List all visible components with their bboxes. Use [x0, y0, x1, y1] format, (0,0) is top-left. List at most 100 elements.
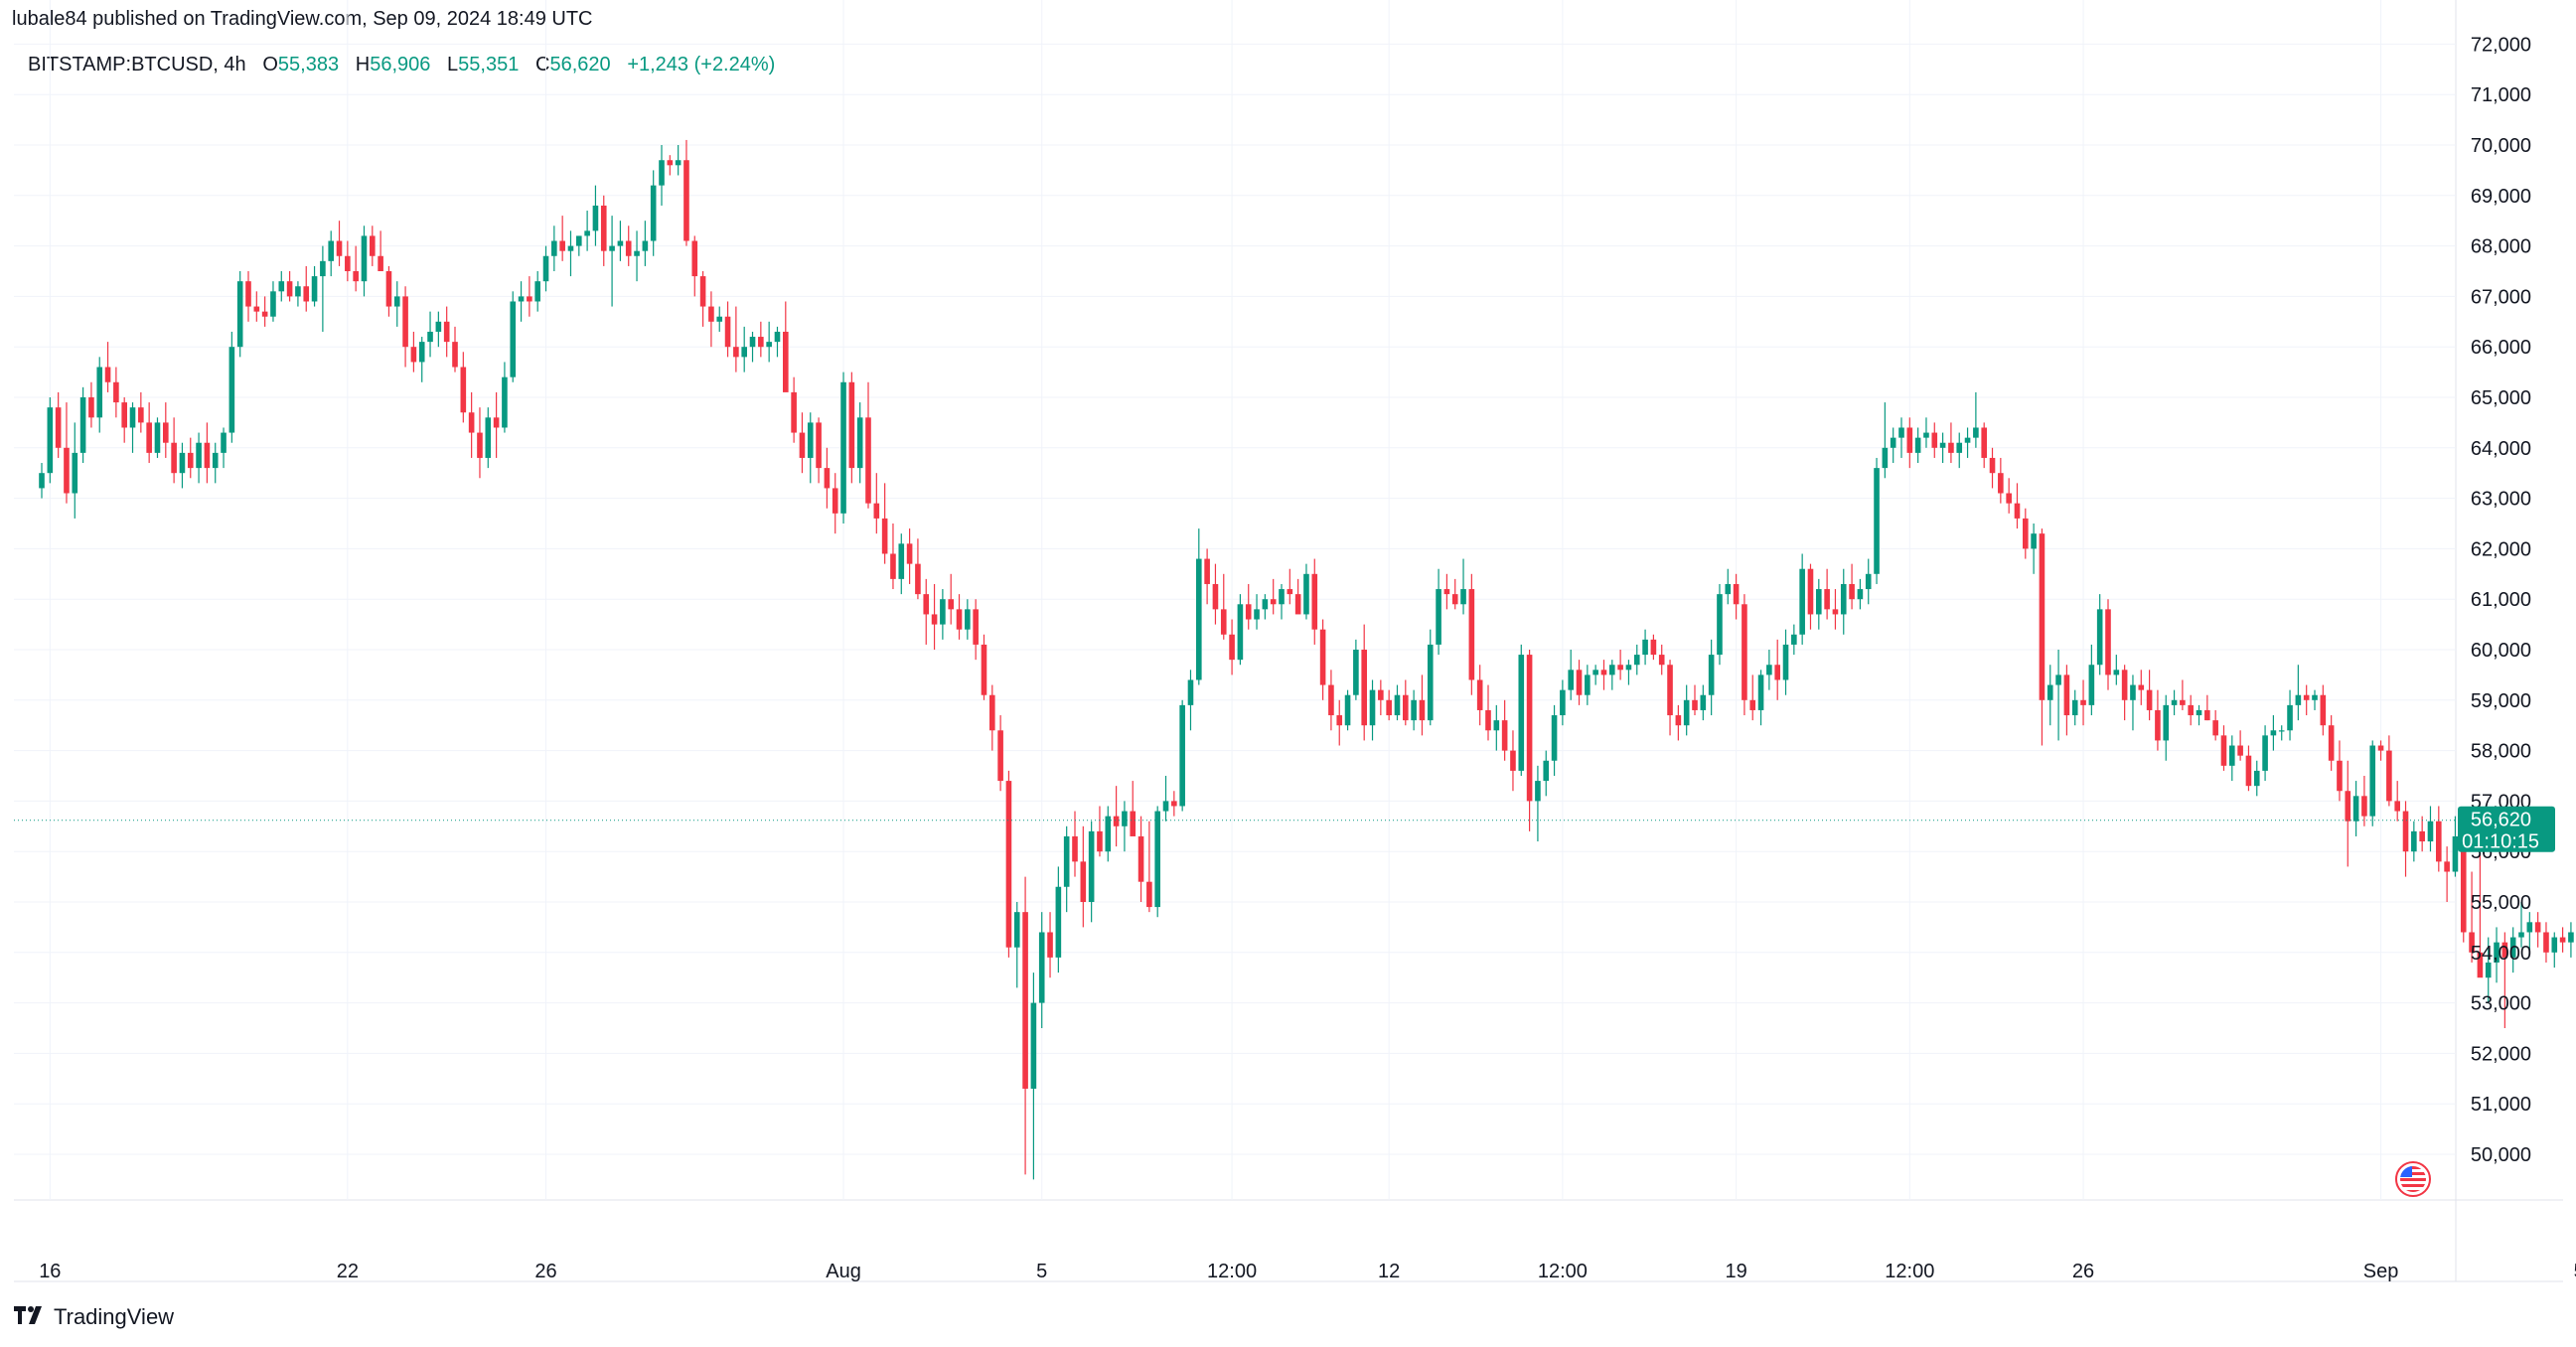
candle	[2196, 704, 2202, 726]
candle	[2518, 902, 2524, 948]
candle	[2071, 689, 2078, 726]
candle	[1196, 528, 1202, 685]
candle-body	[576, 235, 582, 246]
candle-body	[915, 563, 921, 595]
candle-body	[774, 331, 781, 343]
candle-body	[2121, 670, 2128, 700]
candle-body	[1585, 674, 1591, 695]
candle	[881, 483, 888, 564]
candle	[1766, 650, 1772, 690]
candle	[47, 397, 54, 484]
candle-body	[1642, 639, 1648, 656]
candle-body	[2369, 745, 2376, 817]
candle	[2278, 725, 2285, 741]
candle	[1568, 650, 1574, 700]
candle-body	[1419, 699, 1426, 721]
candle	[1154, 806, 1160, 918]
candle	[245, 271, 251, 322]
candle-body	[2345, 791, 2351, 822]
candle	[1122, 801, 1128, 852]
candle-body	[1757, 674, 1764, 710]
candle	[1468, 573, 1475, 695]
candle-body	[1220, 609, 1227, 635]
price-tick-label: 69,000	[2471, 186, 2531, 208]
candle	[2411, 821, 2417, 862]
candle-body	[551, 240, 557, 256]
candle-body	[1493, 720, 1500, 731]
us-flag-icon[interactable]	[2394, 1160, 2432, 1198]
candle-body	[567, 245, 574, 251]
candle-body	[502, 376, 508, 428]
candle	[1964, 427, 1971, 458]
brand-name: TradingView	[54, 1304, 175, 1329]
candle	[1279, 583, 1285, 620]
candle	[2063, 665, 2070, 736]
candle	[1411, 689, 1417, 731]
candle-body	[1717, 594, 1723, 656]
candle	[353, 245, 359, 292]
candle	[1989, 447, 1996, 489]
candle-body	[1270, 599, 1277, 605]
candle	[1642, 629, 1648, 666]
candle	[1443, 573, 1450, 610]
candle	[328, 230, 334, 277]
candle-body	[2352, 796, 2359, 822]
candle-body	[460, 367, 467, 413]
candle-body	[2427, 821, 2434, 842]
candle-body	[2278, 730, 2285, 732]
candle-body	[1931, 432, 1938, 448]
candle	[1097, 806, 1103, 857]
candle	[179, 442, 186, 489]
candle-body	[683, 160, 689, 241]
candle	[1419, 674, 1426, 736]
candle-body	[1328, 684, 1334, 716]
symbol-name[interactable]: BITSTAMP:BTCUSD, 4h	[28, 54, 246, 75]
time-tick-label: 22	[337, 1261, 359, 1282]
candle-body	[452, 342, 458, 368]
candle	[2444, 846, 2450, 902]
candle-body	[865, 417, 871, 504]
candle-body	[47, 407, 54, 474]
candle-body	[1344, 694, 1351, 726]
candle	[1717, 583, 1723, 666]
candle	[1931, 422, 1938, 458]
candle-body	[485, 417, 492, 458]
candle-body	[659, 160, 665, 186]
candle-body	[278, 281, 285, 292]
candle	[1353, 639, 1359, 700]
time-tick-label: Sep	[2363, 1261, 2399, 1282]
candle-body	[559, 240, 565, 251]
candle	[1038, 912, 1045, 1028]
candle-body	[1013, 912, 1020, 948]
candle	[758, 321, 764, 358]
candle	[2204, 694, 2210, 721]
candle-body	[1882, 447, 1889, 469]
candle-body	[2312, 694, 2318, 700]
candle-body	[1600, 670, 1607, 675]
candle-body	[2088, 665, 2095, 705]
candle-body	[1436, 589, 1441, 645]
candle-body	[410, 347, 417, 363]
candle	[72, 422, 78, 519]
candle-body	[783, 331, 789, 392]
candle	[1303, 563, 1309, 620]
tradingview-brand[interactable]: TradingView	[14, 1304, 174, 1330]
candle-body	[856, 417, 863, 469]
candle	[212, 442, 219, 484]
candle	[2212, 709, 2218, 741]
candle	[228, 331, 235, 443]
candle-body	[1245, 604, 1252, 620]
candle	[551, 225, 557, 271]
candle-body	[2460, 835, 2467, 933]
candle-body	[1022, 912, 1028, 1089]
candle-body	[1725, 583, 1732, 595]
candle	[1592, 665, 1598, 685]
candle	[146, 402, 152, 464]
candle-body	[1088, 830, 1095, 902]
candle	[2469, 871, 2475, 963]
candle-body	[228, 347, 235, 433]
price-tick-label: 54,000	[2471, 943, 2531, 965]
candle-body	[1749, 699, 1756, 710]
candle	[1956, 432, 1963, 469]
